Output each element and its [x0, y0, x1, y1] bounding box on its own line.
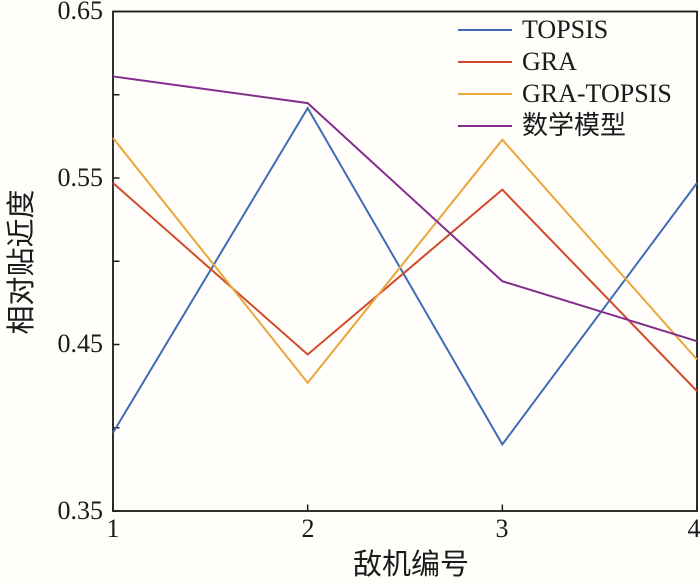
legend-item-gra-topsis: GRA-TOPSIS [458, 78, 672, 110]
y-tick-label-0.35: 0.35 [57, 496, 104, 525]
legend-item-topsis: TOPSIS [458, 14, 672, 46]
x-tick-label-4: 4 [687, 514, 700, 543]
series-line-gra [112, 182, 698, 392]
legend: TOPSIS GRA GRA-TOPSIS 数学模型 [458, 14, 672, 142]
legend-label: TOPSIS [522, 15, 609, 44]
legend-line-swatch [458, 61, 512, 63]
x-tick-label-2: 2 [301, 514, 315, 543]
legend-label: GRA-TOPSIS [522, 79, 672, 108]
legend-item-math-model: 数学模型 [458, 110, 672, 142]
x-tick-label-3: 3 [495, 514, 509, 543]
x-tick-label-1: 1 [106, 514, 120, 543]
legend-line-swatch [458, 29, 512, 31]
series-line-topsis [112, 106, 698, 447]
x-axis-title: 敌机编号 [352, 549, 469, 581]
y-axis-title: 相对贴近度 [6, 189, 38, 335]
legend-item-gra: GRA [458, 46, 672, 78]
legend-label: GRA [522, 47, 577, 76]
legend-label: 数学模型 [522, 111, 627, 140]
legend-line-swatch [458, 125, 512, 127]
series-line-cjk [112, 75, 698, 343]
series-line-gra-topsis [112, 137, 698, 385]
legend-line-swatch [458, 93, 512, 95]
y-tick-label-0.45: 0.45 [57, 329, 104, 358]
y-tick-label-0.65: 0.65 [57, 0, 104, 25]
y-tick-label-0.55: 0.55 [57, 163, 104, 192]
